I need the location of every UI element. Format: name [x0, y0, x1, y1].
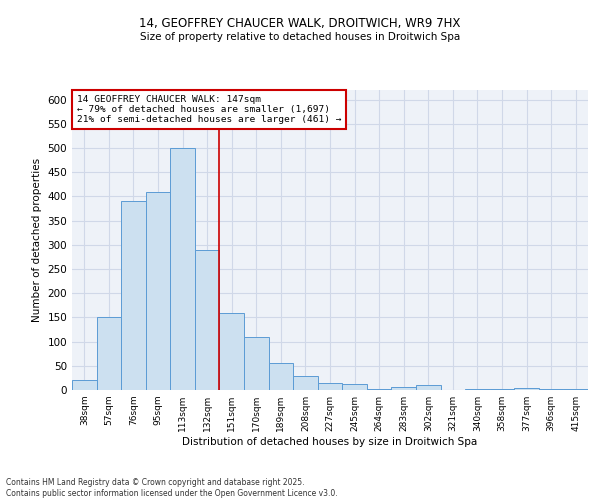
Bar [490, 389, 514, 390]
Text: Size of property relative to detached houses in Droitwich Spa: Size of property relative to detached ho… [140, 32, 460, 42]
Text: 14, GEOFFREY CHAUCER WALK, DROITWICH, WR9 7HX: 14, GEOFFREY CHAUCER WALK, DROITWICH, WR… [139, 18, 461, 30]
Text: Contains HM Land Registry data © Crown copyright and database right 2025.
Contai: Contains HM Land Registry data © Crown c… [6, 478, 338, 498]
Bar [170, 148, 195, 390]
Bar [391, 386, 416, 390]
Bar [342, 384, 367, 390]
Bar [220, 312, 244, 390]
Bar [465, 388, 490, 390]
Bar [146, 192, 170, 390]
Bar [367, 388, 391, 390]
Bar [416, 385, 440, 390]
Bar [539, 389, 563, 390]
Text: 14 GEOFFREY CHAUCER WALK: 147sqm
← 79% of detached houses are smaller (1,697)
21: 14 GEOFFREY CHAUCER WALK: 147sqm ← 79% o… [77, 94, 341, 124]
Bar [269, 364, 293, 390]
Bar [72, 380, 97, 390]
Bar [514, 388, 539, 390]
Bar [244, 337, 269, 390]
Y-axis label: Number of detached properties: Number of detached properties [32, 158, 42, 322]
X-axis label: Distribution of detached houses by size in Droitwich Spa: Distribution of detached houses by size … [182, 437, 478, 447]
Bar [121, 202, 146, 390]
Bar [97, 318, 121, 390]
Bar [563, 388, 588, 390]
Bar [293, 376, 318, 390]
Bar [195, 250, 220, 390]
Bar [318, 382, 342, 390]
